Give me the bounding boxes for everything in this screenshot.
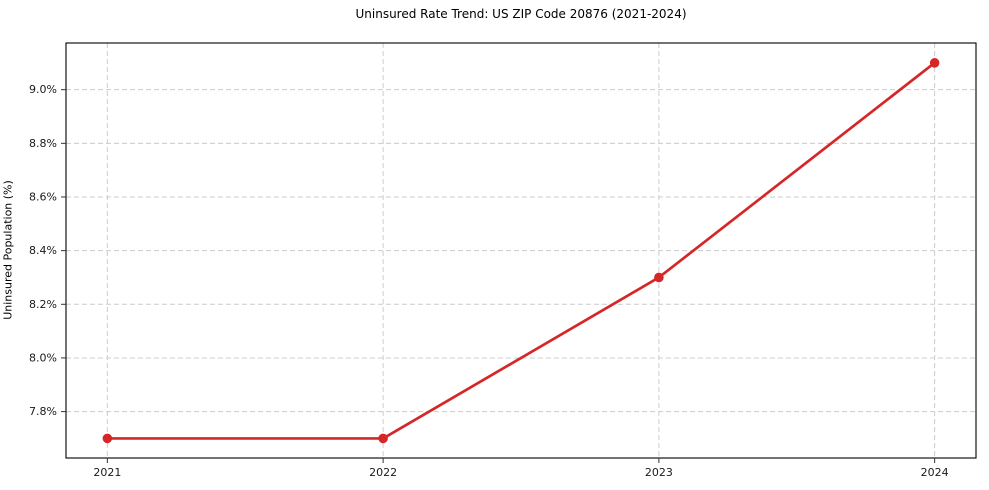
- y-tick-label: 8.4%: [29, 244, 57, 257]
- data-point: [102, 433, 113, 444]
- x-tick-label: 2024: [921, 466, 949, 479]
- x-tick-label: 2021: [93, 466, 121, 479]
- y-tick-label: 8.6%: [29, 190, 57, 203]
- data-point: [929, 58, 940, 68]
- x-tick-label: 2023: [645, 466, 673, 479]
- y-tick-label: 8.0%: [29, 351, 57, 364]
- x-tick-label: 2022: [369, 466, 397, 479]
- chart-title: Uninsured Rate Trend: US ZIP Code 20876 …: [355, 7, 687, 21]
- y-tick-label: 7.8%: [29, 405, 57, 418]
- data-point: [378, 433, 388, 444]
- data-point: [654, 272, 664, 283]
- y-tick-label: 8.2%: [29, 298, 57, 311]
- trend-line: [106, 61, 936, 440]
- y-tick-label: 9.0%: [29, 83, 57, 96]
- y-tick-label: 8.8%: [29, 137, 57, 150]
